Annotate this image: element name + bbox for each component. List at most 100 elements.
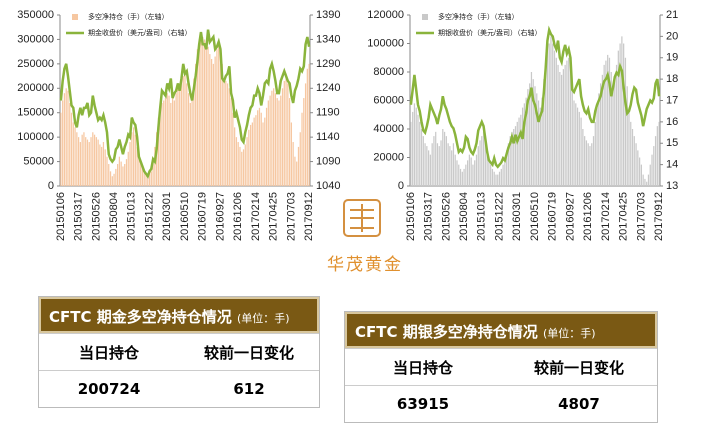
y-tick-label: 250000 [17, 58, 54, 70]
bar [435, 131, 437, 186]
bar [527, 89, 529, 186]
bar [474, 160, 476, 186]
cell: 63915 [396, 395, 450, 413]
bar [203, 39, 206, 186]
bar [147, 176, 149, 186]
bar [191, 95, 193, 186]
bar [490, 164, 492, 186]
bar [651, 154, 653, 186]
bar [127, 151, 129, 186]
x-tick-label: 20170214 [250, 192, 262, 241]
table-title: CFTC 期金多空净持仓情况 [49, 308, 232, 326]
bar [140, 161, 142, 186]
bar [79, 142, 82, 186]
bar [287, 83, 289, 186]
bar [592, 136, 595, 186]
x-tick-label: 20160719 [547, 192, 559, 241]
bar [69, 102, 71, 186]
y2-tick-label: 17 [666, 94, 678, 106]
bar [74, 127, 76, 186]
bar [623, 43, 625, 186]
bar [486, 150, 488, 186]
bar [454, 154, 456, 186]
bar [232, 112, 234, 186]
bar [440, 140, 442, 186]
x-tick-label: 20150804 [458, 192, 470, 241]
bar [198, 39, 200, 186]
table-unit: (单位：手) [236, 312, 290, 325]
table-title: CFTC 期银多空净持仓情况 [355, 323, 538, 341]
bar [525, 97, 527, 186]
bar [62, 100, 64, 186]
bar [182, 76, 184, 186]
bar [637, 150, 639, 186]
bar [255, 115, 257, 186]
legend-label: 多空净持仓（手）（左轴） [438, 12, 519, 21]
y2-tick-label: 16 [666, 116, 678, 128]
x-tick-label: 20160927 [564, 192, 576, 241]
bar [102, 142, 105, 186]
bar [461, 171, 463, 186]
bar [509, 136, 511, 186]
bar [410, 121, 412, 186]
bar [541, 97, 543, 186]
bar [472, 164, 474, 186]
bar [426, 146, 428, 186]
bar [228, 88, 230, 186]
x-tick-label: 20150804 [108, 192, 120, 241]
bar [271, 90, 273, 186]
bar [559, 72, 561, 186]
y2-tick-label: 1140 [316, 131, 340, 143]
bar [617, 50, 619, 186]
cell: 4807 [558, 395, 600, 413]
bar [445, 136, 447, 186]
bar [72, 122, 74, 186]
bar [264, 117, 266, 186]
bar [514, 126, 517, 186]
bar [451, 150, 453, 186]
bar [170, 102, 172, 186]
bar [465, 164, 467, 186]
bar [468, 154, 471, 186]
bar [210, 58, 213, 186]
bar [536, 93, 538, 186]
bar [251, 122, 253, 186]
y2-tick-label: 1340 [316, 33, 340, 45]
bar [493, 171, 495, 186]
bar [534, 86, 536, 186]
bar [175, 93, 177, 186]
bar [429, 154, 432, 186]
bar [467, 160, 469, 186]
x-tick-label: 20150317 [423, 192, 435, 241]
bar [106, 156, 108, 186]
bar [90, 137, 92, 186]
bar [115, 168, 117, 186]
x-tick-label: 20160927 [214, 192, 226, 241]
bar [628, 107, 630, 186]
bar [219, 49, 222, 187]
x-tick-label: 20160719 [197, 192, 209, 241]
x-tick-label: 20170912 [653, 192, 665, 241]
bar [120, 161, 122, 186]
bar [653, 146, 655, 186]
bar [280, 95, 282, 186]
bar [530, 72, 533, 186]
bar [308, 63, 310, 186]
bar [253, 117, 255, 186]
bar [164, 98, 167, 186]
x-tick-label: 20161206 [582, 192, 594, 241]
bar [442, 129, 444, 186]
bar [303, 98, 305, 186]
bar [226, 83, 229, 186]
x-tick-label: 20151222 [493, 192, 505, 241]
bar [202, 36, 204, 186]
y2-tick-label: 19 [666, 52, 678, 64]
charts: 0500001000001500002000002500003000003500… [17, 9, 678, 241]
bar [274, 93, 277, 186]
bar [638, 157, 641, 186]
bar [431, 143, 433, 186]
bar [205, 41, 207, 186]
x-tick-label: 20151222 [143, 192, 155, 241]
bar [152, 161, 154, 186]
